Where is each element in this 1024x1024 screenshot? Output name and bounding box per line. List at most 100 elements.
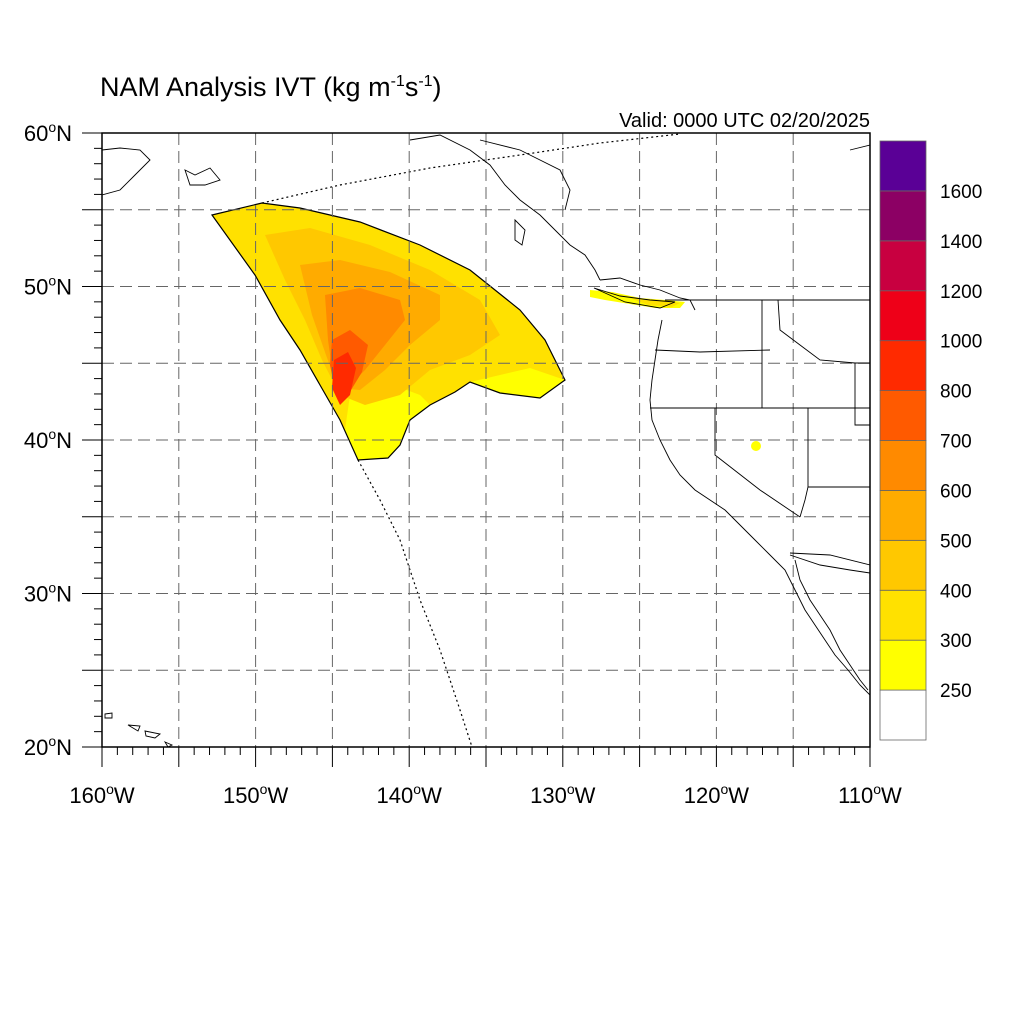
colorbar-swatch (879, 490, 927, 541)
longitude-labels: 160oW 150oW 140oW 130oW 120oW 110oW (69, 781, 902, 808)
coast-alaska-gulf (409, 134, 601, 281)
colorbar-swatch (879, 390, 927, 441)
colorbar-label: 250 (940, 681, 972, 702)
coastlines-and-borders (102, 134, 870, 747)
border-mt (777, 299, 856, 364)
lon-label-hemisphere: W (267, 783, 288, 808)
title-close: ) (432, 72, 442, 102)
lat-label: 30oN (24, 580, 72, 607)
lon-label-degrees: 140 (377, 783, 414, 808)
border-mexico (789, 552, 870, 566)
lat-label-hemisphere: N (56, 582, 72, 607)
border-wy (854, 362, 870, 426)
lat-lon-grid (102, 133, 870, 747)
lon-label: 160oW (69, 781, 135, 808)
ivt-patch-nevada (751, 441, 761, 451)
degree-symbol: o (48, 273, 56, 289)
colorbar-swatch (879, 639, 927, 691)
axis-ticks (82, 132, 871, 767)
title-text: NAM Analysis IVT (kg m (100, 72, 391, 102)
colorbar-label: 1600 (940, 182, 982, 203)
lon-label: 130oW (530, 781, 596, 808)
colorbar-swatch (879, 190, 927, 242)
colorbar-label: 800 (940, 382, 972, 403)
lon-label-degrees: 120 (684, 783, 721, 808)
colorbar-label: 300 (940, 631, 972, 652)
lon-label-hemisphere: W (881, 783, 902, 808)
lon-label: 120oW (684, 781, 750, 808)
degree-symbol: o (413, 781, 421, 797)
coast-gulf-california (789, 554, 870, 574)
coast-us-west (649, 319, 870, 696)
lon-label-degrees: 110 (838, 783, 873, 808)
lat-label-hemisphere: N (56, 428, 72, 453)
degree-symbol: o (567, 781, 575, 797)
lon-label-degrees: 160 (69, 783, 106, 808)
coast-far-east (849, 144, 870, 151)
lon-label-hemisphere: W (421, 783, 442, 808)
lon-label: 140oW (377, 781, 443, 808)
title-text-s: s (404, 72, 419, 102)
lat-label: 60oN (24, 119, 72, 146)
lat-label: 40oN (24, 426, 72, 453)
colorbar-label: 600 (940, 481, 972, 502)
colorbar-label: 1400 (940, 232, 982, 253)
lat-label-degrees: 50 (24, 275, 48, 300)
border-nv-ca (714, 408, 801, 518)
colorbar-label: 1200 (940, 282, 982, 303)
lat-label-hemisphere: N (56, 121, 72, 146)
colorbar-swatch (879, 589, 927, 641)
colorbar-label: 700 (940, 432, 972, 453)
degree-symbol: o (48, 426, 56, 442)
ivt-contour-outline (210, 202, 566, 461)
degree-symbol: o (873, 781, 881, 797)
lon-label: 110oW (838, 781, 902, 808)
border-nv-ut (807, 408, 870, 488)
lon-label: 150oW (223, 781, 289, 808)
valid-time-label: Valid: 0000 UTC 02/20/2025 (619, 110, 870, 132)
lat-label-degrees: 60 (24, 121, 48, 146)
ivt-field (210, 202, 761, 461)
coast-alaska (102, 147, 151, 196)
colorbar-label: 1000 (940, 332, 982, 353)
degree-symbol: o (48, 733, 56, 749)
border-wa-or (654, 349, 771, 353)
ivt-contour-800 (332, 352, 356, 405)
model-domain-boundary (261, 133, 681, 747)
degree-symbol: o (720, 781, 728, 797)
lon-label-hemisphere: W (728, 783, 749, 808)
colorbar-swatch (879, 290, 927, 342)
colorbar-swatch (879, 539, 927, 591)
lat-label: 50oN (24, 273, 72, 300)
coast-islands (184, 167, 221, 186)
lon-label-degrees: 150 (223, 783, 260, 808)
coast-haida (514, 218, 526, 246)
title-exponent-2: -1 (418, 73, 433, 90)
lat-label: 20oN (24, 733, 72, 760)
colorbar-swatch (879, 340, 927, 391)
border-az (799, 486, 809, 518)
lat-label-hemisphere: N (56, 275, 72, 300)
figure-title: NAM Analysis IVT (kg m-1s-1) (100, 72, 442, 103)
degree-symbol: o (106, 781, 114, 797)
coast-vancouver-island (593, 287, 676, 309)
lon-label-degrees: 130 (530, 783, 567, 808)
colorbar: 1600 1400 1200 1000 800 700 600 500 400 300 250 (879, 140, 982, 741)
coast-hawaii (104, 712, 174, 747)
lat-label-degrees: 40 (24, 428, 48, 453)
colorbar-swatch (879, 440, 927, 491)
colorbar-label: 500 (940, 531, 972, 552)
lat-label-degrees: 30 (24, 582, 48, 607)
degree-symbol: o (48, 580, 56, 596)
colorbar-swatch (879, 240, 927, 292)
colorbar-swatch (879, 689, 927, 741)
colorbar-swatch (879, 140, 927, 192)
lat-label-hemisphere: N (56, 735, 72, 760)
coast-baja (794, 559, 869, 691)
colorbar-label: 400 (940, 581, 972, 602)
degree-symbol: o (260, 781, 268, 797)
lon-label-hemisphere: W (114, 783, 135, 808)
lat-label-degrees: 20 (24, 735, 48, 760)
